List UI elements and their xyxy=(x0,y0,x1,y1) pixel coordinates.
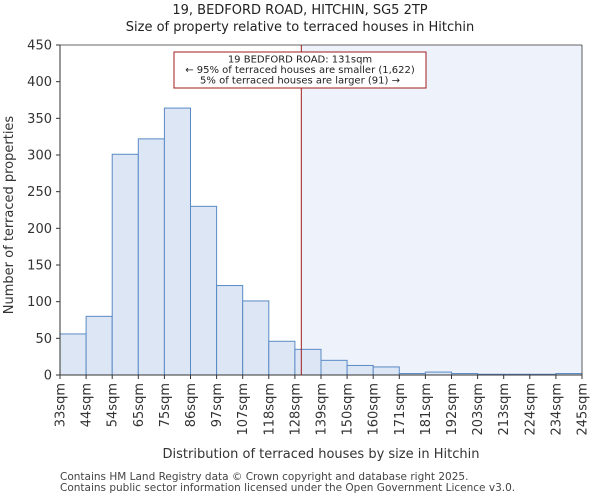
x-tick-label: 86sqm xyxy=(184,383,199,427)
x-tick-label: 150sqm xyxy=(341,383,356,436)
annotation-box xyxy=(173,51,427,89)
x-tick-label: 97sqm xyxy=(210,383,225,427)
histogram-bar xyxy=(268,340,296,376)
x-tick-label: 44sqm xyxy=(80,383,95,427)
histogram-bar xyxy=(137,138,165,376)
x-axis-label: Distribution of terraced houses by size … xyxy=(163,447,480,462)
histogram-bar xyxy=(163,107,191,376)
x-tick-label: 118sqm xyxy=(262,383,277,436)
x-tick-label: 181sqm xyxy=(419,383,434,436)
chart-title-block: 19, BEDFORD ROAD, HITCHIN, SG5 2TP Size … xyxy=(0,2,600,36)
histogram-bar xyxy=(216,285,244,376)
histogram-bar xyxy=(190,205,218,376)
histogram-bar xyxy=(372,366,400,376)
histogram-bar xyxy=(111,153,139,376)
x-tick-label: 75sqm xyxy=(158,383,173,427)
x-tick-label: 171sqm xyxy=(393,383,408,436)
y-tick-label: 150 xyxy=(27,259,52,274)
x-tick-label: 213sqm xyxy=(497,383,512,436)
x-tick-label: 65sqm xyxy=(132,383,147,427)
y-tick-label: 250 xyxy=(27,185,52,200)
histogram-bar xyxy=(242,300,270,376)
x-tick-label: 234sqm xyxy=(549,383,564,436)
histogram-bar xyxy=(59,333,87,376)
x-tick-label: 203sqm xyxy=(471,383,486,436)
annotation-line-1: 19 BEDFORD ROAD: 131sqm xyxy=(228,55,372,66)
y-tick-label: 50 xyxy=(35,332,52,347)
y-tick-label: 200 xyxy=(27,222,52,237)
footer-line-2: Contains public sector information licen… xyxy=(60,482,516,494)
x-tick-label: 139sqm xyxy=(315,383,330,436)
x-tick-label: 245sqm xyxy=(576,383,591,436)
histogram-bar xyxy=(320,359,348,376)
x-tick-label: 128sqm xyxy=(288,383,303,436)
x-tick-label: 160sqm xyxy=(367,383,382,436)
histogram-bar xyxy=(294,348,322,376)
annotation-line-2: ← 95% of terraced houses are smaller (1,… xyxy=(185,65,415,76)
histogram-bar xyxy=(85,315,113,376)
histogram-bar xyxy=(346,364,374,376)
y-tick-label: 300 xyxy=(27,149,52,164)
x-tick-label: 54sqm xyxy=(106,383,121,427)
y-tick-label: 350 xyxy=(27,112,52,127)
y-axis-label: Number of terraced properties xyxy=(2,116,17,315)
x-tick-label: 33sqm xyxy=(54,383,69,427)
x-tick-label: 192sqm xyxy=(445,383,460,436)
annotation-line-3: 5% of terraced houses are larger (91) → xyxy=(200,76,400,87)
larger-region-shade xyxy=(301,45,582,375)
footer-line-1: Contains HM Land Registry data © Crown c… xyxy=(60,471,469,483)
footer-attribution: Contains HM Land Registry data © Crown c… xyxy=(60,472,515,494)
x-tick-label: 224sqm xyxy=(523,383,538,436)
y-tick-label: 0 xyxy=(44,369,52,384)
y-tick-label: 400 xyxy=(27,75,52,90)
chart-title: 19, BEDFORD ROAD, HITCHIN, SG5 2TP xyxy=(172,3,428,18)
y-tick-label: 100 xyxy=(27,295,52,310)
x-tick-label: 107sqm xyxy=(236,383,251,436)
y-tick-label: 450 xyxy=(27,39,52,54)
histogram-chart: 0 50 100 150 200 250 300 350 400 450 33sqm 44sqm 54… xyxy=(2,39,591,463)
chart-subtitle: Size of property relative to terraced ho… xyxy=(125,20,475,35)
